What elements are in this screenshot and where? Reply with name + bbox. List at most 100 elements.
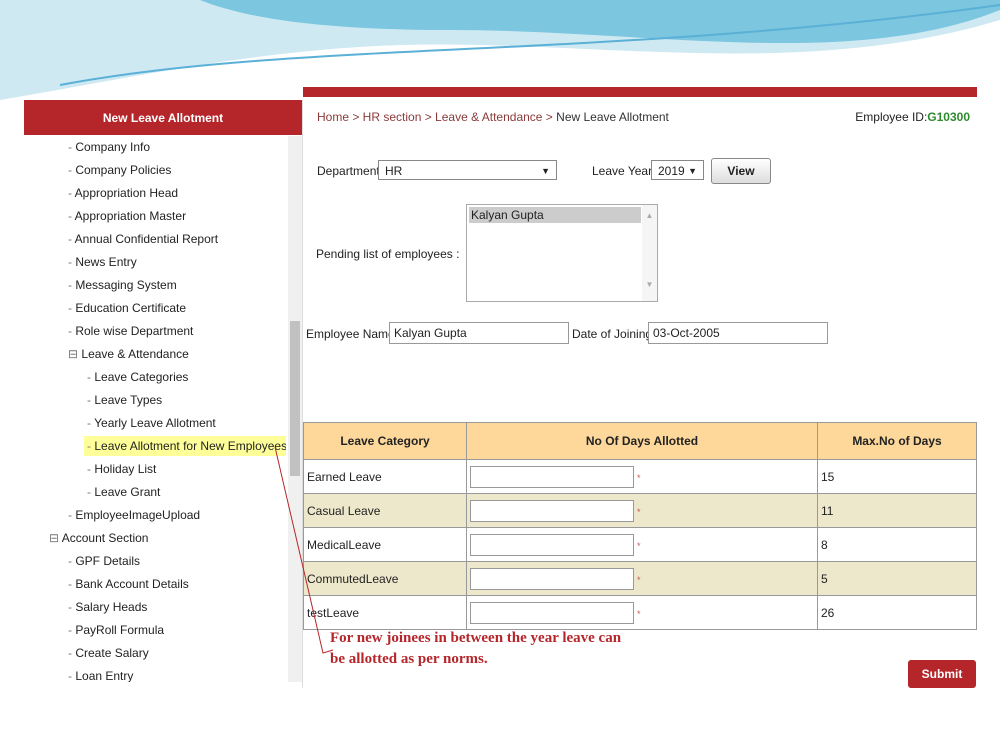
sidebar-item-label: Education Certificate	[75, 301, 187, 315]
breadcrumb-current: New Leave Allotment	[556, 110, 669, 124]
max-days: 11	[817, 493, 977, 528]
department-select[interactable]: HR ▼	[378, 160, 557, 180]
sidebar-item-label: GPF Details	[75, 554, 141, 568]
sidebar-item-label: Role wise Department	[75, 324, 194, 338]
sidebar-item[interactable]: - PayRoll Formula	[68, 620, 164, 640]
sidebar-item-label: Leave Categories	[94, 370, 189, 384]
max-days: 26	[817, 595, 977, 630]
max-days: 8	[817, 527, 977, 562]
leave-table: Leave Category No Of Days Allotted Max.N…	[303, 422, 977, 630]
sidebar-item[interactable]: - Loan Entry	[68, 666, 133, 682]
max-days: 5	[817, 561, 977, 596]
collapse-icon[interactable]: ⊟	[68, 347, 82, 361]
tree-branch-icon: -	[68, 278, 76, 292]
sidebar-item-label: Yearly Leave Allotment	[94, 416, 216, 430]
days-allotted-input[interactable]	[470, 533, 634, 556]
sidebar-item[interactable]: - Yearly Leave Allotment	[87, 413, 216, 433]
annotation-note: For new joinees in between the year leav…	[330, 628, 621, 670]
sidebar-item[interactable]: - Education Certificate	[68, 298, 186, 318]
scrollbar-thumb[interactable]	[290, 321, 300, 476]
days-allotted-input[interactable]	[470, 601, 634, 624]
note-line: be allotted as per norms.	[330, 651, 488, 667]
tree-branch-icon: -	[87, 416, 95, 430]
employee-id: Employee ID:G10300	[855, 110, 970, 124]
doj-input[interactable]: 03-Oct-2005	[648, 322, 828, 344]
sidebar-item[interactable]: - Leave Categories	[87, 367, 188, 387]
sidebar-item-label: Company Info	[75, 140, 151, 154]
sidebar-item[interactable]: - Annual Confidential Report	[68, 229, 218, 249]
leave-category: testLeave	[303, 595, 467, 630]
tree-branch-icon: -	[68, 646, 76, 660]
list-item[interactable]: Kalyan Gupta	[469, 207, 641, 223]
submit-button[interactable]: Submit	[908, 660, 976, 688]
sidebar-item[interactable]: - Leave Allotment for New Employees	[84, 436, 286, 456]
table-row: testLeave * 26	[303, 595, 977, 630]
sidebar-item[interactable]: - News Entry	[68, 252, 137, 272]
tree-branch-icon: -	[68, 554, 76, 568]
sidebar-item[interactable]: - Salary Heads	[68, 597, 147, 617]
days-cell: *	[466, 459, 818, 494]
tree-branch-icon: -	[87, 462, 95, 476]
sidebar-title: New Leave Allotment	[24, 100, 302, 135]
sidebar-item[interactable]: ⊟ Leave & Attendance	[68, 344, 189, 364]
leave-year-value: 2019	[658, 164, 685, 178]
sidebar-item[interactable]: - Messaging System	[68, 275, 177, 295]
sidebar-item[interactable]: - Bank Account Details	[68, 574, 189, 594]
collapse-icon[interactable]: ⊟	[49, 531, 62, 545]
sidebar-item-label: EmployeeImageUpload	[75, 508, 201, 522]
leave-category: CommutedLeave	[303, 561, 467, 596]
tree-branch-icon: -	[68, 186, 75, 200]
sidebar-item-label: Create Salary	[75, 646, 149, 660]
sidebar-item[interactable]: - Company Info	[68, 137, 150, 157]
sidebar-item[interactable]: - Role wise Department	[68, 321, 193, 341]
sidebar-item[interactable]: - Appropriation Head	[68, 183, 178, 203]
sidebar-scrollbar[interactable]	[288, 136, 302, 682]
sidebar-item-label: Messaging System	[75, 278, 177, 292]
days-allotted-input[interactable]	[470, 499, 634, 522]
sidebar-item-label: PayRoll Formula	[75, 623, 165, 637]
sidebar-item[interactable]: - Leave Types	[87, 390, 162, 410]
chevron-down-icon: ▼	[541, 166, 550, 176]
breadcrumb: Home > HR section > Leave & Attendance >…	[317, 110, 669, 124]
leave-year-label: Leave Year :	[592, 164, 659, 178]
tree-branch-icon: -	[68, 140, 76, 154]
sidebar-item-label: Leave Allotment for New Employees	[94, 439, 286, 453]
tree-branch-icon: -	[68, 508, 76, 522]
sidebar-item-label: Leave Types	[94, 393, 163, 407]
days-allotted-input[interactable]	[470, 465, 634, 488]
doj-label: Date of Joining :	[572, 327, 659, 341]
employee-name-input[interactable]: Kalyan Gupta	[389, 322, 569, 344]
sidebar-item-label: Leave & Attendance	[81, 347, 189, 361]
sidebar-item[interactable]: - Company Policies	[68, 160, 171, 180]
table-row: MedicalLeave * 8	[303, 527, 977, 562]
sidebar-item-label: Appropriation Head	[74, 186, 179, 200]
sidebar-item[interactable]: - GPF Details	[68, 551, 140, 571]
annotation-arrow	[274, 446, 334, 654]
header-max-days: Max.No of Days	[817, 422, 977, 460]
tree-branch-icon: -	[68, 600, 76, 614]
chevron-down-icon: ▼	[688, 166, 697, 176]
sidebar-item[interactable]: - EmployeeImageUpload	[68, 505, 200, 525]
sidebar-item[interactable]: - Leave Grant	[87, 482, 160, 502]
required-icon: *	[637, 609, 641, 619]
leave-year-select[interactable]: 2019 ▼	[651, 160, 704, 180]
sidebar-item[interactable]: - Create Salary	[68, 643, 149, 663]
days-allotted-input[interactable]	[470, 567, 634, 590]
sidebar-item[interactable]: - Appropriation Master	[68, 206, 186, 226]
tree-branch-icon: -	[68, 669, 76, 682]
view-button[interactable]: View	[711, 158, 771, 184]
sidebar-item-label: Holiday List	[94, 462, 157, 476]
sidebar-item-label: Account Section	[61, 531, 149, 545]
pending-employees-list[interactable]: Kalyan Gupta ▲ ▼	[466, 204, 658, 302]
days-cell: *	[466, 527, 818, 562]
sidebar-item[interactable]: ⊟ Account Section	[49, 528, 148, 548]
table-row: Casual Leave * 11	[303, 493, 977, 528]
tree-branch-icon: -	[68, 623, 76, 637]
list-scrollbar[interactable]: ▲ ▼	[642, 205, 657, 301]
breadcrumb-path[interactable]: Home > HR section > Leave & Attendance >	[317, 110, 557, 124]
employee-id-value: G10300	[927, 110, 970, 124]
pending-label: Pending list of employees :	[316, 247, 460, 261]
table-row: Earned Leave * 15	[303, 459, 977, 494]
tree-branch-icon: -	[68, 324, 76, 338]
sidebar-item[interactable]: - Holiday List	[87, 459, 156, 479]
